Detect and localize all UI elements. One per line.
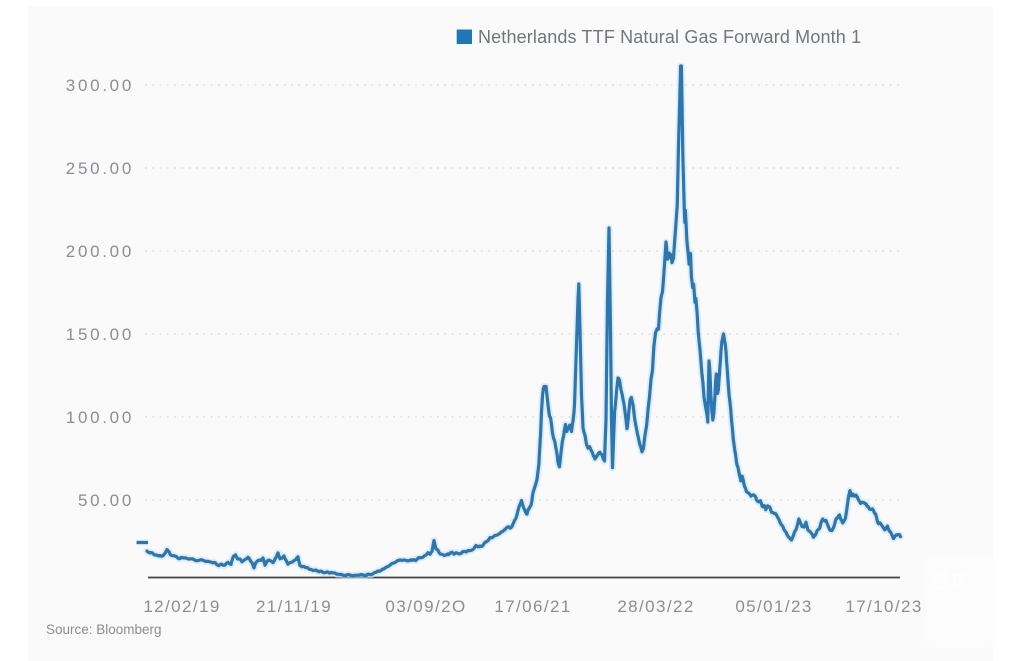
svg-text:100.00: 100.00 [66,408,134,427]
svg-text:17/06/21: 17/06/21 [494,597,571,616]
svg-text:05/01/23: 05/01/23 [735,597,812,616]
svg-text:250.00: 250.00 [66,159,134,178]
svg-text:200.00: 200.00 [66,242,134,261]
svg-text:150.00: 150.00 [66,325,134,344]
svg-text:21/11/19: 21/11/19 [256,597,332,616]
svg-text:03/09/2O: 03/09/2O [385,597,466,616]
svg-text:12/02/19: 12/02/19 [143,597,220,616]
svg-text:50.00: 50.00 [78,491,134,510]
svg-text:28/03/22: 28/03/22 [617,597,694,616]
svg-text:Netherlands TTF Natural Gas Fo: Netherlands TTF Natural Gas Forward Mont… [478,27,861,47]
svg-text:17/10/23: 17/10/23 [845,597,922,616]
svg-text:Source: Bloomberg: Source: Bloomberg [46,622,162,637]
svg-text:300.00: 300.00 [66,76,134,95]
